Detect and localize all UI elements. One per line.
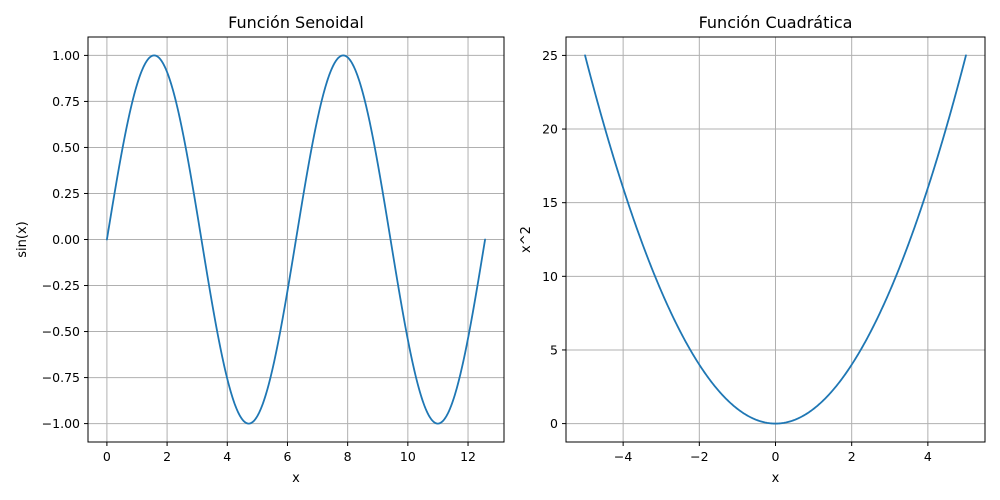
x-tick-label: 4 — [924, 449, 932, 464]
x-tick-label: 4 — [223, 449, 231, 464]
y-tick-label: 5 — [550, 342, 558, 357]
y-axis-label: x^2 — [519, 226, 534, 253]
x-tick-label: 2 — [163, 449, 171, 464]
y-tick-label: 0.25 — [52, 186, 80, 201]
x-tick-label: 0 — [772, 449, 780, 464]
chart-title: Función Senoidal — [228, 13, 364, 32]
x-axis-label: x — [772, 471, 780, 486]
x-tick-label: 10 — [400, 449, 416, 464]
y-tick-label: −0.50 — [42, 324, 80, 339]
y-tick-label: 0.75 — [52, 94, 80, 109]
x-tick-label: −2 — [690, 449, 708, 464]
y-tick-label: 0.00 — [52, 232, 80, 247]
x-tick-label: 0 — [103, 449, 111, 464]
y-tick-label: −0.25 — [42, 278, 80, 293]
x-tick-label: 8 — [344, 449, 352, 464]
series-line — [584, 54, 967, 425]
x-tick-label: 12 — [460, 449, 476, 464]
y-tick-label: 20 — [542, 122, 558, 137]
y-tick-label: 0 — [550, 416, 558, 431]
y-tick-label: 1.00 — [52, 48, 80, 63]
x-tick-label: 2 — [848, 449, 856, 464]
y-tick-label: −0.75 — [42, 370, 80, 385]
y-tick-label: 0.50 — [52, 140, 80, 155]
quadratic-chart-panel: −4 −2 0 2 4 0 5 10 15 20 25 Función Cuadrática x x^2 — [519, 13, 986, 486]
y-tick-label: −1.00 — [42, 416, 80, 431]
x-tick-label: −4 — [614, 449, 632, 464]
y-tick-label: 15 — [542, 195, 558, 210]
x-axis-label: x — [292, 471, 300, 486]
y-tick-label: 10 — [542, 269, 558, 284]
chart-title: Función Cuadrática — [699, 13, 853, 32]
x-tick-label: 6 — [283, 449, 291, 464]
y-axis-label: sin(x) — [15, 221, 30, 257]
sine-chart-panel: 0 2 4 6 8 10 12 −1.00 −0.75 −0.50 −0.25 0.00 0.25 0.5… — [15, 13, 505, 486]
y-tick-label: 25 — [542, 48, 558, 63]
series-line — [106, 54, 486, 425]
